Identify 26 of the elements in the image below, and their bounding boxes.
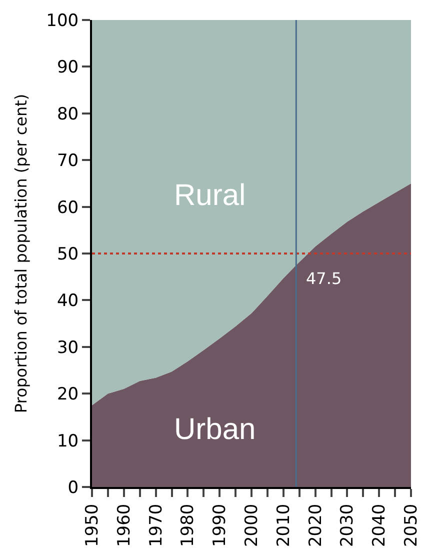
annotation: 47.5: [306, 269, 342, 288]
x-tick-label: 2010: [274, 504, 294, 548]
x-tick-label: 2020: [306, 504, 326, 548]
y-tick-label: 80: [56, 104, 79, 124]
x-tick-label: 2040: [370, 504, 390, 548]
x-tick-label: 2050: [402, 504, 422, 548]
x-tick-label: 1970: [146, 504, 166, 548]
y-tick-label: 60: [56, 198, 79, 218]
x-tick-label: 2030: [338, 504, 358, 548]
y-axis-title: Proportion of total population (per cent): [12, 94, 31, 414]
y-tick-label: 10: [56, 431, 79, 452]
y-tick-label: 20: [56, 384, 79, 405]
y-tick-label: 0: [68, 478, 79, 498]
x-tick-label: 1990: [210, 504, 230, 548]
y-tick-label: 100: [46, 10, 79, 31]
series-label: Urban: [174, 413, 256, 446]
x-tick-label: 1980: [178, 504, 198, 548]
y-tick-label: 40: [56, 291, 79, 312]
y-tick-label: 30: [56, 338, 79, 358]
x-tick-label: 1960: [114, 504, 134, 548]
y-tick-label: 90: [56, 58, 79, 78]
series-label: Rural: [174, 179, 246, 212]
x-tick-label: 2000: [242, 504, 262, 548]
x-tick-label: 1950: [82, 504, 103, 548]
y-tick-label: 70: [56, 151, 79, 172]
y-tick-label: 50: [56, 244, 79, 264]
